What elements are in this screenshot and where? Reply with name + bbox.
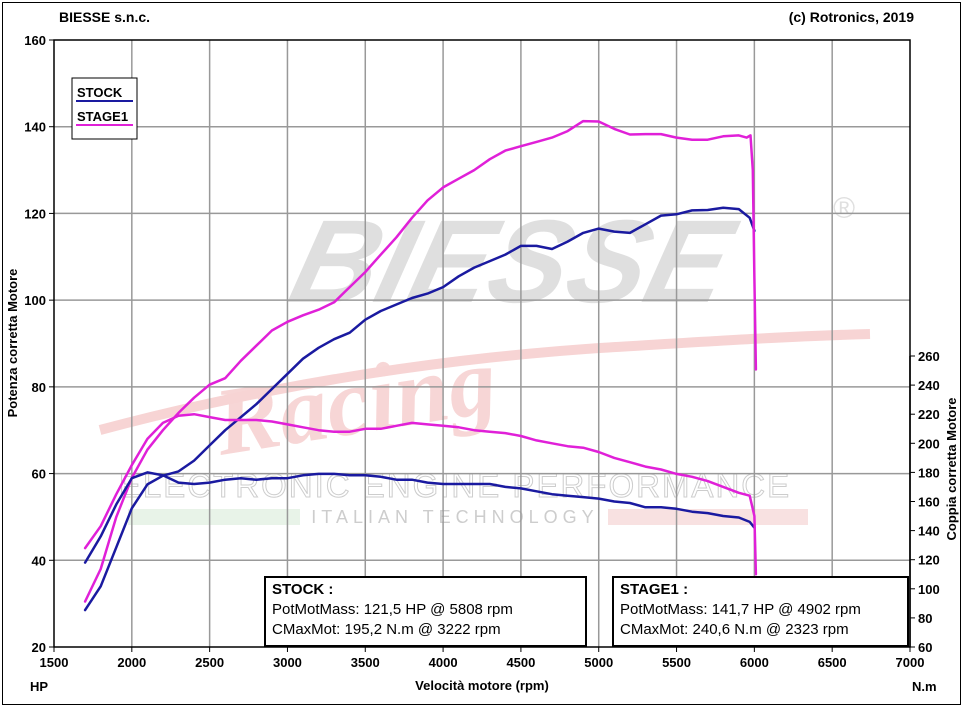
- stock-summary-title: STOCK :: [272, 581, 334, 598]
- y-left-tick-label: 140: [24, 120, 46, 135]
- watermark-flag-green: [128, 509, 300, 525]
- legend-label-stock: STOCK: [77, 85, 123, 100]
- y-right-tick-label: 220: [918, 407, 940, 422]
- stage1-summary-torque: CMaxMot: 240,6 N.m @ 2323 rpm: [620, 621, 849, 638]
- company-name: BIESSE s.n.c.: [59, 9, 151, 25]
- x-tick-label: 3500: [351, 655, 380, 670]
- y-right-tick-label: 180: [918, 465, 940, 480]
- stage1-summary-power: PotMotMass: 141,7 HP @ 4902 rpm: [620, 601, 861, 618]
- y-right-tick-label: 200: [918, 436, 940, 451]
- stock-summary-torque: CMaxMot: 195,2 N.m @ 3222 rpm: [272, 621, 501, 638]
- x-unit-left: HP: [30, 679, 48, 694]
- y-left-tick-label: 120: [24, 206, 46, 221]
- y-left-axis-label: Potenza corretta Motore: [5, 269, 20, 418]
- series-line-stage1-torque: [83, 412, 758, 576]
- y-right-tick-label: 160: [918, 495, 940, 510]
- y-right-tick-label: 240: [918, 378, 940, 393]
- y-left-tick-label: 160: [24, 33, 46, 48]
- stage1-summary-box: STAGE1 : PotMotMass: 141,7 HP @ 4902 rpm…: [612, 576, 909, 647]
- x-tick-label: 5500: [662, 655, 691, 670]
- y-right-tick-label: 60: [918, 640, 932, 655]
- watermark-swoosh: [98, 329, 871, 435]
- y-left-tick-label: 100: [24, 293, 46, 308]
- stage1-summary-title: STAGE1 :: [620, 581, 689, 598]
- y-right-tick-label: 140: [918, 524, 940, 539]
- x-tick-label: 3000: [273, 655, 302, 670]
- x-tick-label: 2000: [117, 655, 146, 670]
- x-tick-label: 1500: [40, 655, 69, 670]
- series-line-stock-torque: [83, 471, 756, 564]
- watermark-line1: ELECTRONIC ENGINE PERFORMANCE: [119, 467, 791, 504]
- y-right-axis-label: Coppia corretta Motore: [944, 397, 959, 540]
- y-right-tick-label: 260: [918, 349, 940, 364]
- x-tick-label: 6500: [818, 655, 847, 670]
- y-left-tick-label: 40: [32, 553, 46, 568]
- stock-summary-power: PotMotMass: 121,5 HP @ 5808 rpm: [272, 601, 513, 618]
- x-tick-label: 4500: [506, 655, 535, 670]
- watermark-registered: ®: [833, 192, 855, 225]
- series-group: [83, 119, 758, 612]
- y-left-tick-label: 20: [32, 640, 46, 655]
- x-tick-label: 2500: [195, 655, 224, 670]
- axes: 1500 2000 2500 3000 3500 4000 4500 5000 5500 6000…: [5, 33, 959, 694]
- x-unit-right: N.m: [912, 679, 937, 694]
- series-line-stage1-power: [83, 119, 758, 603]
- plot-border: [53, 39, 911, 648]
- y-right-tick-label: 100: [918, 582, 940, 597]
- watermark-script: Racing: [206, 326, 503, 476]
- watermark-flag-red: [608, 509, 808, 525]
- legend: STOCK STAGE1: [71, 77, 138, 140]
- y-right-tick-label: 80: [918, 611, 932, 626]
- x-tick-label: 7000: [896, 655, 925, 670]
- x-axis-label: Velocità motore (rpm): [415, 678, 549, 693]
- watermark-line2: ITALIAN TECHNOLOGY: [311, 507, 598, 527]
- x-tick-label: 5000: [584, 655, 613, 670]
- legend-box: [71, 77, 138, 140]
- y-left-tick-label: 80: [32, 380, 46, 395]
- stock-summary-box: STOCK : PotMotMass: 121,5 HP @ 5808 rpm …: [264, 576, 587, 647]
- watermark-brand: BIESSE: [279, 197, 747, 328]
- y-left-tick-label: 60: [32, 467, 46, 482]
- series-line-stock-power: [83, 206, 756, 612]
- legend-label-stage1: STAGE1: [77, 109, 128, 124]
- x-tick-label: 4000: [429, 655, 458, 670]
- x-tick-label: 6000: [740, 655, 769, 670]
- copyright-text: (c) Rotronics, 2019: [788, 9, 914, 25]
- y-right-tick-label: 120: [918, 553, 940, 568]
